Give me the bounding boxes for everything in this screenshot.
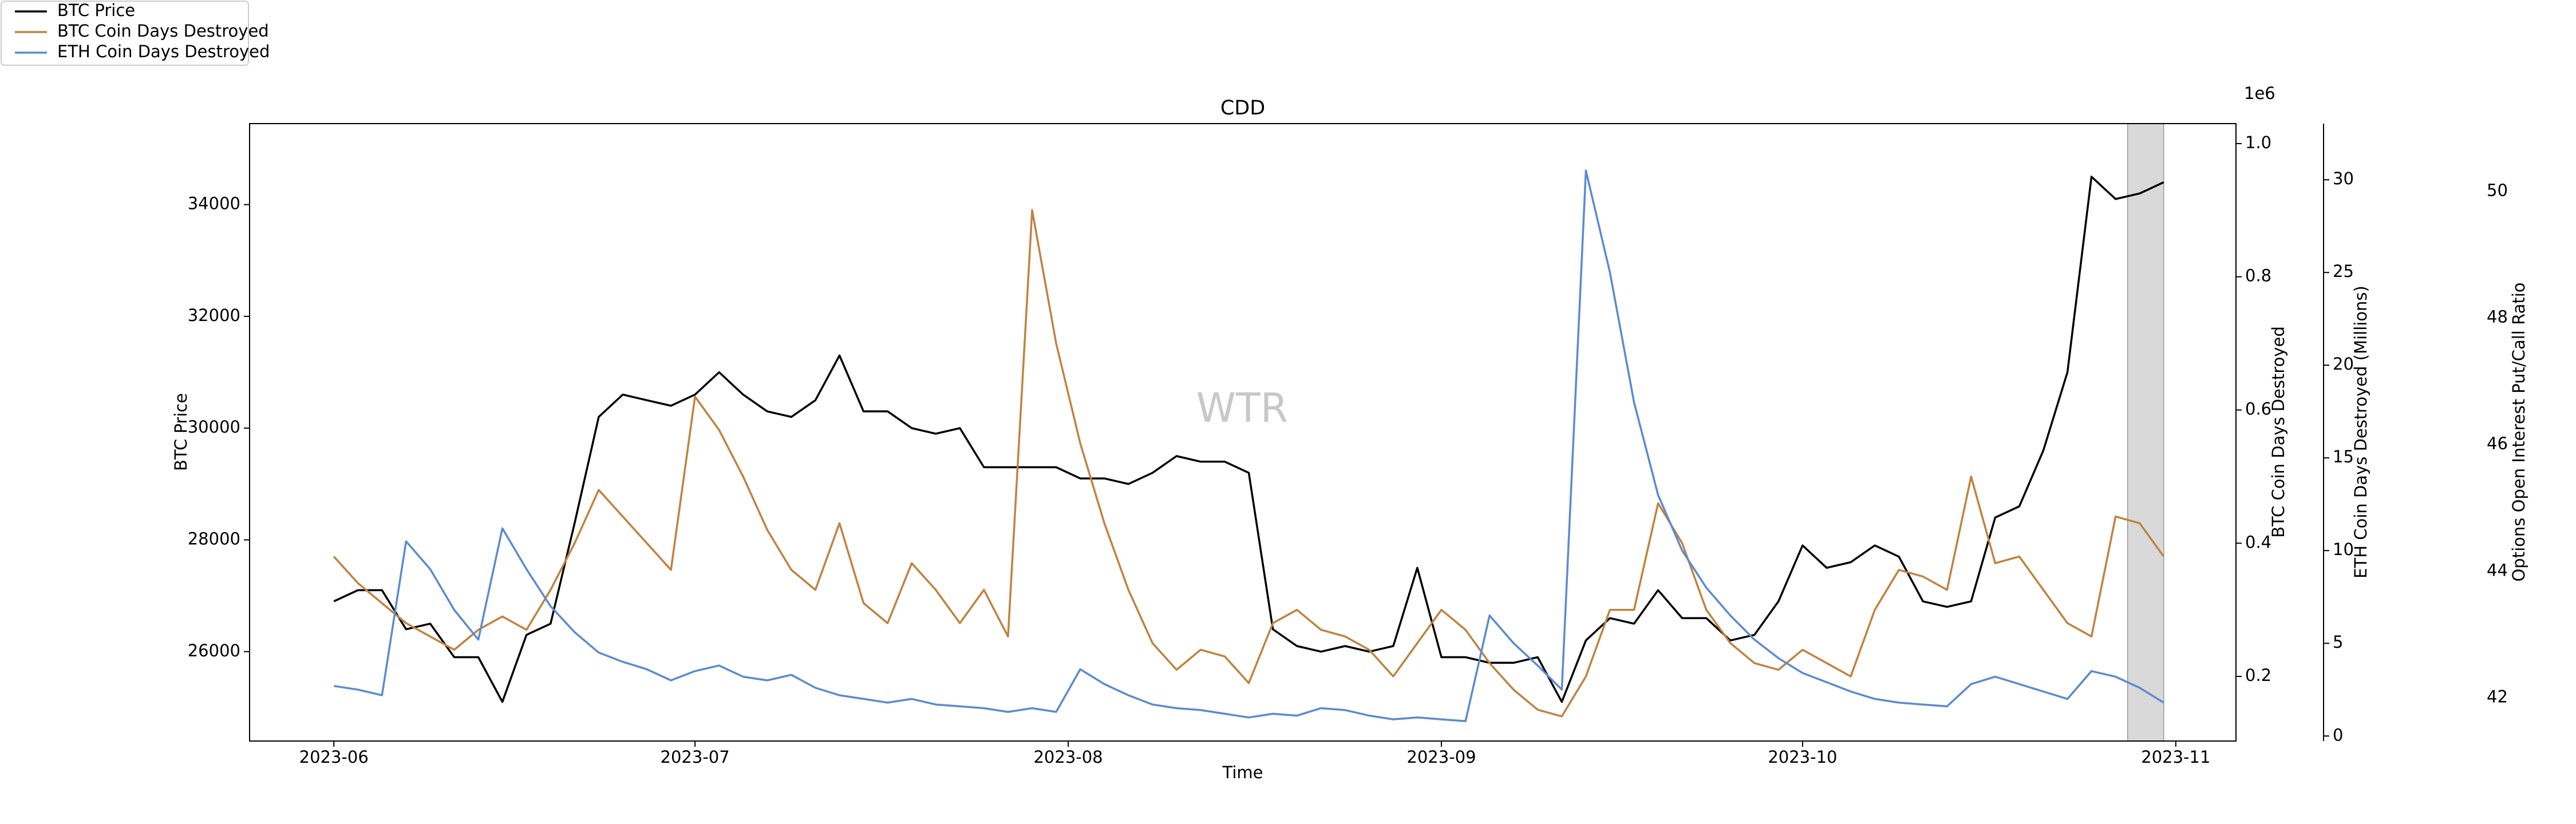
y2-tick-label: 1.0 [2245, 133, 2271, 152]
legend-label: BTC Price [57, 1, 135, 20]
legend-label: BTC Coin Days Destroyed [57, 21, 269, 41]
y2-tick-label: 0.2 [2245, 665, 2271, 685]
shaded-span [2127, 123, 2164, 742]
y-tick-label: 32000 [188, 306, 240, 325]
y2-tick-label: 0.4 [2245, 532, 2271, 552]
y-axis-label: BTC Price [171, 393, 191, 471]
watermark: WTR [1196, 385, 1289, 431]
y2-tick-label: 0.8 [2245, 266, 2271, 286]
y2-tick-label: 0.6 [2245, 399, 2271, 419]
y3-tick-label: 20 [2333, 354, 2354, 374]
y-tick-label: 26000 [188, 641, 240, 660]
y2-offset: 1e6 [2244, 84, 2275, 103]
y4-tick-label: 48 [2487, 307, 2508, 327]
y2-axis-label: BTC Coin Days Destroyed [2269, 326, 2288, 538]
legend-label: ETH Coin Days Destroyed [57, 42, 270, 61]
x-tick-label: 2023-09 [1406, 747, 1476, 767]
x-tick-label: 2023-07 [661, 747, 730, 767]
x-tick-label: 2023-11 [2141, 747, 2210, 767]
y3-tick-label: 15 [2333, 447, 2354, 466]
y4-tick-label: 50 [2487, 180, 2508, 200]
y3-tick-label: 0 [2333, 725, 2343, 744]
y4-tick-label: 44 [2487, 560, 2508, 580]
x-tick-label: 2023-08 [1033, 747, 1103, 767]
series-line [333, 169, 2164, 723]
y-tick-label: 28000 [188, 529, 240, 548]
y3-axis-label: ETH Coin Days Destroyed (Millions) [2351, 286, 2370, 579]
y-tick-label: 30000 [188, 417, 240, 437]
y4-tick-label: 46 [2487, 434, 2508, 453]
plot-frame [249, 123, 2237, 742]
y3-tick-label: 30 [2333, 169, 2354, 188]
y4-tick-label: 42 [2487, 687, 2508, 707]
x-tick-label: 2023-10 [1768, 747, 1837, 767]
y3-tick-label: 10 [2333, 540, 2354, 559]
y3-tick-label: 5 [2333, 632, 2343, 652]
series-line [333, 176, 2164, 703]
y4-axis-label: Options Open Interest Put/Call Ratio [2509, 282, 2528, 581]
series-line [333, 209, 2165, 718]
x-tick-label: 2023-06 [299, 747, 369, 767]
x-axis-label: Time [1222, 763, 1263, 782]
y-tick-label: 34000 [188, 194, 240, 213]
legend-box [1, 1, 249, 66]
chart-title: CDD [1220, 97, 1265, 120]
y3-tick-label: 25 [2333, 262, 2354, 281]
